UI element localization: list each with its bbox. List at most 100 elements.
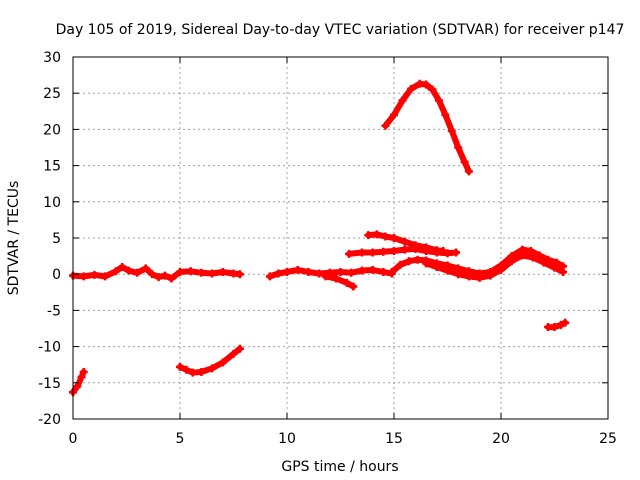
data-point [186, 267, 195, 276]
data-point [218, 358, 227, 367]
data-point [133, 268, 142, 277]
x-tick-label: 20 [492, 431, 510, 447]
data-point [265, 272, 274, 281]
series-seg-pos-lower [345, 244, 461, 258]
data-point [460, 157, 469, 166]
data-point [154, 273, 163, 282]
data-point [197, 268, 206, 277]
data-point [77, 373, 86, 382]
data-point [464, 167, 473, 176]
data-point [357, 248, 366, 257]
data-point [422, 247, 431, 256]
data-point [235, 270, 244, 279]
data-point [368, 248, 377, 257]
data-point [400, 237, 409, 246]
data-point [497, 265, 505, 274]
data-point [404, 257, 413, 266]
y-tick-label: 5 [52, 231, 61, 247]
y-tick-label: 25 [43, 86, 61, 102]
x-tick-label: 10 [278, 431, 296, 447]
data-point [368, 265, 377, 274]
data-point [411, 244, 420, 253]
data-point [434, 96, 443, 105]
data-point [176, 268, 184, 277]
y-tick-label: -10 [38, 340, 61, 356]
data-point [283, 268, 291, 277]
data-series [69, 79, 570, 397]
data-point [381, 232, 390, 241]
data-point [141, 264, 150, 273]
data-point [349, 282, 358, 291]
data-point [539, 258, 548, 267]
y-tick-label: 20 [43, 122, 61, 138]
data-point [432, 262, 441, 271]
data-point [182, 365, 191, 374]
series-seg-late-neg [544, 318, 570, 332]
data-point [79, 367, 88, 376]
data-point [413, 255, 422, 264]
x-tick-label: 5 [176, 431, 185, 447]
data-point [387, 268, 396, 277]
data-point [443, 249, 452, 258]
data-point [432, 248, 441, 257]
y-tick-label: 10 [43, 195, 61, 211]
data-point [111, 267, 120, 276]
series-seg-start-low [69, 367, 88, 397]
data-point [79, 272, 88, 281]
series-line [382, 80, 472, 175]
data-point [454, 270, 463, 279]
data-point [407, 84, 416, 93]
data-point [364, 231, 373, 240]
y-axis-label: SDTVAR / TECUs [6, 181, 22, 296]
data-point [561, 318, 570, 327]
data-point [464, 272, 473, 281]
data-point [293, 265, 302, 274]
x-axis-ticks: 0 5 10 15 20 25 [69, 57, 617, 447]
data-point [556, 320, 565, 329]
data-point [176, 362, 184, 371]
chart-title: Day 105 of 2019, Sidereal Day-to-day VTE… [56, 22, 625, 38]
data-point [90, 270, 99, 279]
series-seg-high-arc [381, 79, 473, 176]
data-point [274, 269, 283, 278]
data-point [336, 268, 345, 277]
data-point [188, 368, 197, 377]
y-tick-label: 0 [52, 267, 61, 283]
data-point [342, 278, 351, 287]
data-point [552, 258, 561, 267]
series-seg-zero-late [265, 265, 396, 281]
data-point [197, 367, 206, 376]
data-point [529, 253, 538, 262]
data-point [390, 110, 398, 119]
data-point [345, 249, 354, 258]
x-tick-label: 15 [385, 431, 403, 447]
data-point [550, 323, 559, 332]
series-seg-dip [321, 272, 358, 291]
data-point [229, 349, 238, 358]
series-seg-zero-early [69, 262, 244, 283]
data-point [101, 272, 110, 281]
data-point [118, 262, 127, 271]
data-point [507, 257, 516, 266]
data-point [390, 247, 398, 256]
series-seg-mid-low [176, 344, 244, 377]
y-tick-label: -15 [38, 376, 61, 392]
data-point [208, 364, 217, 373]
data-point [475, 273, 484, 282]
y-tick-label: -20 [38, 412, 61, 428]
data-point [73, 382, 82, 391]
series-line [322, 273, 357, 290]
data-point [452, 248, 461, 257]
data-point [428, 85, 437, 94]
data-point [518, 251, 527, 260]
data-point [357, 266, 366, 275]
y-tick-label: 15 [43, 159, 61, 175]
data-point [400, 245, 409, 254]
data-point [321, 272, 330, 281]
y-axis-ticks: -20 -15 -10 -5 0 5 10 15 20 25 30 [38, 50, 608, 428]
data-point [441, 110, 450, 119]
data-point [304, 268, 313, 277]
x-tick-label: 25 [599, 431, 617, 447]
data-point [161, 271, 170, 280]
